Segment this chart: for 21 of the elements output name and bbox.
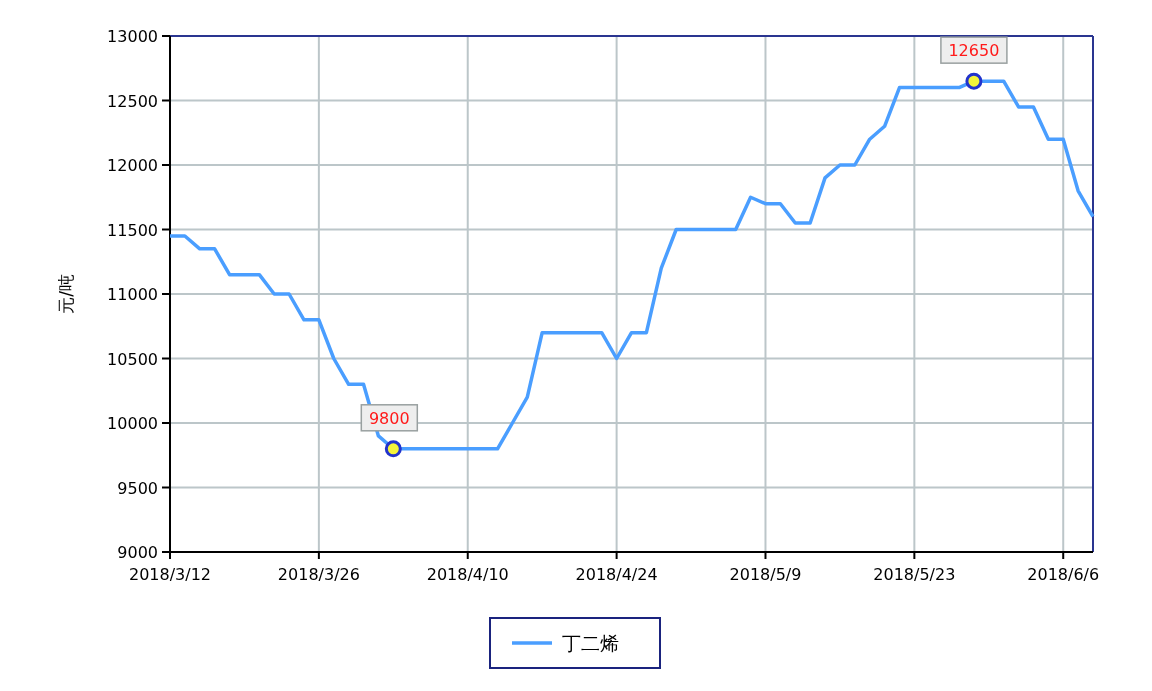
legend-label: 丁二烯 <box>562 632 619 654</box>
y-tick-label: 12500 <box>107 91 158 111</box>
x-tick-label: 2018/6/6 <box>1027 565 1100 584</box>
legend: 丁二烯 <box>489 617 661 669</box>
y-tick-label: 11000 <box>107 285 158 304</box>
x-tick-label: 2018/3/12 <box>128 565 212 584</box>
y-tick-label: 10500 <box>107 349 158 369</box>
x-tick-label: 2018/4/24 <box>575 565 658 584</box>
y-tick-label: 10000 <box>107 414 158 433</box>
data-label: 9800 <box>368 408 410 428</box>
x-tick-label: 2018/4/10 <box>426 565 509 584</box>
y-tick-label: 13000 <box>107 27 158 46</box>
data-label: 12650 <box>948 41 1000 61</box>
y-tick-label: 11500 <box>107 220 158 240</box>
y-tick-label: 9000 <box>117 543 158 562</box>
x-tick-label: 2018/3/26 <box>277 565 360 584</box>
y-tick-label: 12000 <box>107 156 158 175</box>
y-tick-label: 9500 <box>117 478 158 498</box>
y-axis-title: 元/吨 <box>56 274 76 314</box>
x-tick-label: 2018/5/23 <box>873 565 956 584</box>
x-tick-label: 2018/5/9 <box>729 565 802 584</box>
